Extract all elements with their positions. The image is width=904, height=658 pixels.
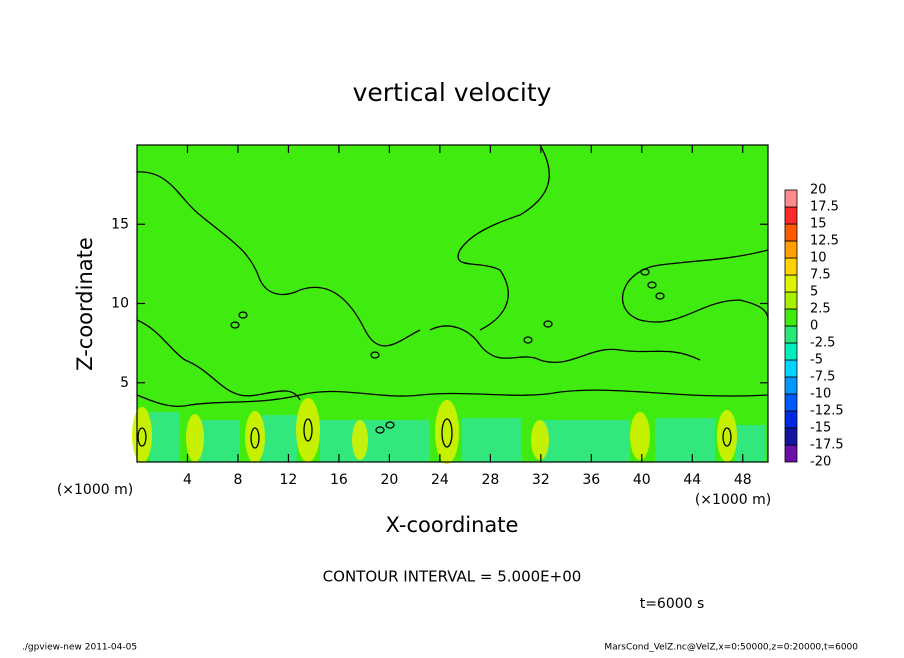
x-tick-label: 24	[431, 472, 449, 488]
negative-patches	[150, 412, 765, 462]
time-label: t=6000 s	[640, 596, 705, 612]
colorbar-label: 12.5	[810, 234, 839, 249]
colorbar-label: 10	[810, 251, 827, 266]
x-tick-label: 36	[582, 472, 600, 488]
x-tick-label: 12	[280, 472, 298, 488]
footer-left: ./gpview-new 2011-04-05	[22, 643, 137, 653]
colorbar-label: -10	[810, 387, 831, 402]
x-tick-label: 32	[532, 472, 550, 488]
colorbar-bin	[784, 410, 798, 429]
colorbar-label: 5	[810, 285, 818, 300]
colorbar-bin	[784, 257, 798, 276]
x-tick-label: 48	[734, 472, 752, 488]
x-unit-label: (×1000 m)	[57, 482, 133, 498]
colorbar-bin	[784, 223, 798, 242]
colorbar-label: -15	[810, 421, 831, 436]
chart-title: vertical velocity	[353, 78, 552, 107]
colorbar-bin	[784, 291, 798, 310]
colorbar-bin	[784, 189, 798, 208]
colorbar-bin	[784, 308, 798, 327]
colorbar-bin	[784, 325, 798, 344]
y-axis-title: Z-coordinate	[73, 237, 97, 371]
colorbar-label: -7.5	[810, 370, 835, 385]
colorbar-label: -2.5	[810, 336, 835, 351]
colorbar-label: -17.5	[810, 438, 844, 453]
colorbar-bin	[784, 359, 798, 378]
y-tick-label: 15	[111, 216, 129, 232]
colorbar-label: -20	[810, 455, 831, 470]
y-tick-label: 10	[111, 296, 129, 312]
x-unit-label: (×1000 m)	[695, 492, 771, 508]
x-tick-label: 28	[481, 472, 499, 488]
y-tick-label: 5	[120, 375, 129, 391]
field	[132, 144, 769, 464]
colorbar-bin	[784, 376, 798, 395]
colorbar-label: 2.5	[810, 302, 831, 317]
colorbar-label: 17.5	[810, 200, 839, 215]
colorbar-bin	[784, 393, 798, 412]
x-tick-label: 40	[633, 472, 651, 488]
colorbar-bin	[784, 206, 798, 225]
colorbar-label: -12.5	[810, 404, 844, 419]
colorbar-label: -5	[810, 353, 823, 368]
colorbar-label: 7.5	[810, 268, 831, 283]
footer-right: MarsCond_VelZ.nc@VelZ,x=0:50000,z=0:2000…	[604, 643, 858, 653]
colorbar-bin	[784, 342, 798, 361]
colorbar-label: 20	[810, 183, 827, 198]
x-axis-title: X-coordinate	[386, 513, 519, 537]
colorbar-bin	[784, 427, 798, 446]
contour-lines	[136, 144, 769, 449]
colorbar-label: 0	[810, 319, 818, 334]
x-tick-label: 44	[683, 472, 701, 488]
x-tick-label: 20	[380, 472, 398, 488]
colorbar-bin	[784, 444, 798, 463]
contour-interval: CONTOUR INTERVAL = 5.000E+00	[323, 568, 582, 586]
colorbar-bin	[784, 274, 798, 293]
colorbar-label: 15	[810, 217, 827, 232]
x-tick-label: 4	[183, 472, 192, 488]
x-tick-label: 8	[233, 472, 242, 488]
colorbar-bin	[784, 240, 798, 259]
x-tick-label: 16	[330, 472, 348, 488]
